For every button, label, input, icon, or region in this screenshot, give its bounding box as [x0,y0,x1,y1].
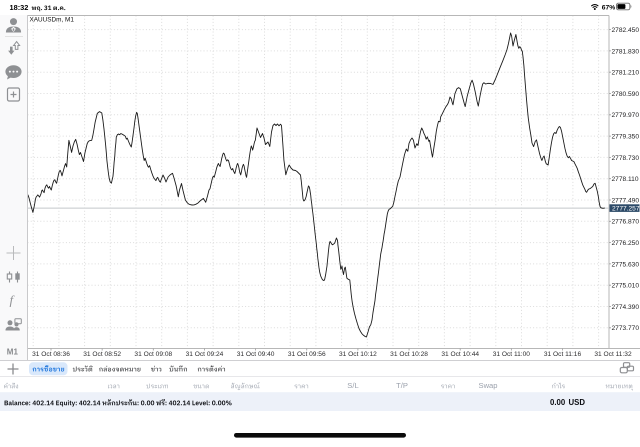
svg-text:31 Oct 10:44: 31 Oct 10:44 [441,351,479,358]
svg-text:Swap: Swap [479,381,498,390]
svg-text:31 Oct 08:52: 31 Oct 08:52 [83,351,121,358]
svg-text:31 Oct 11:32: 31 Oct 11:32 [594,351,632,358]
svg-text:2779.970: 2779.970 [612,112,640,119]
svg-text:0.00: 0.00 [550,398,566,407]
svg-text:USD: USD [569,398,586,407]
svg-text:2774.390: 2774.390 [612,304,640,311]
svg-text:2777.257: 2777.257 [612,205,640,212]
svg-text:2778.110: 2778.110 [612,176,639,183]
svg-text:2780.590: 2780.590 [612,91,640,98]
svg-text:31 Oct 09:56: 31 Oct 09:56 [288,351,326,358]
svg-text:2775.630: 2775.630 [612,261,640,268]
svg-text:67%: 67% [602,4,615,11]
svg-text:2779.350: 2779.350 [612,134,640,141]
svg-text:2777.490: 2777.490 [612,197,640,204]
svg-text:31 Oct 10:28: 31 Oct 10:28 [390,351,428,358]
svg-text:S/L: S/L [347,381,358,390]
svg-text:M1: M1 [7,347,19,356]
svg-text:2778.730: 2778.730 [612,155,640,162]
svg-text:18:32: 18:32 [10,3,29,12]
svg-text:2776.870: 2776.870 [612,219,640,226]
svg-text:31 Oct 09:24: 31 Oct 09:24 [186,351,224,358]
svg-text:31 Oct 11:16: 31 Oct 11:16 [544,351,582,358]
svg-text:2775.010: 2775.010 [612,283,640,290]
svg-text:XAUUSDm, M1: XAUUSDm, M1 [30,17,75,24]
svg-text:31 Oct 08:36: 31 Oct 08:36 [32,351,70,358]
svg-text:31 Oct 11:00: 31 Oct 11:00 [493,351,531,358]
svg-text:31 Oct 10:12: 31 Oct 10:12 [339,351,377,358]
svg-text:2781.830: 2781.830 [612,48,640,55]
svg-text:31 Oct 09:40: 31 Oct 09:40 [237,351,275,358]
svg-text:f: f [10,293,16,308]
svg-text:2781.210: 2781.210 [612,70,640,77]
svg-text:2773.770: 2773.770 [612,325,640,332]
svg-text:T/P: T/P [396,381,408,390]
svg-text:2776.250: 2776.250 [612,240,640,247]
svg-text:2782.450: 2782.450 [612,27,640,34]
svg-text:31 Oct 09:08: 31 Oct 09:08 [134,351,172,358]
